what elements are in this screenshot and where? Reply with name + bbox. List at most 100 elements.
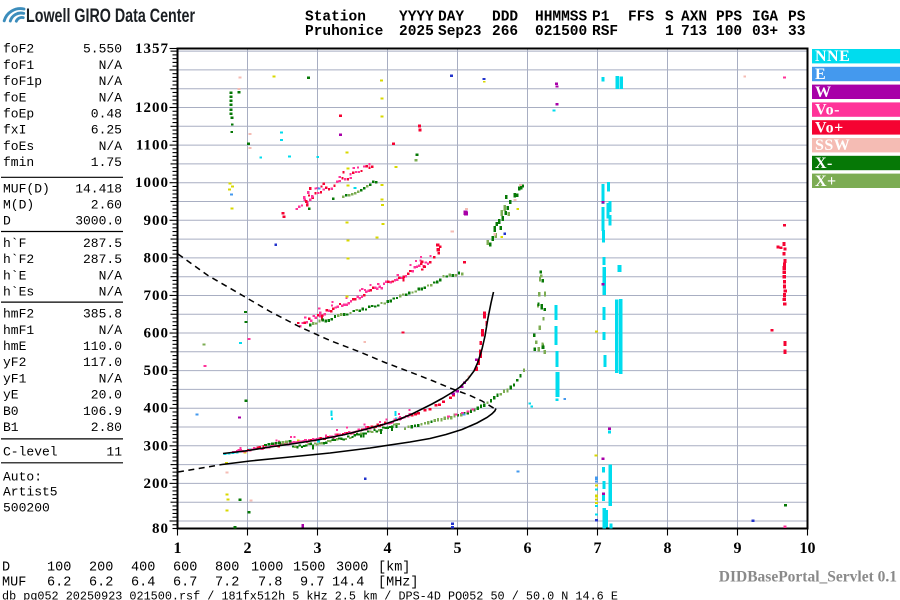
svg-text:400: 400 — [131, 561, 155, 576]
svg-text:[km]: [km] — [378, 561, 410, 576]
svg-text:5.550: 5.550 — [83, 42, 122, 57]
svg-text:713: 713 — [681, 24, 707, 40]
svg-text:N/A: N/A — [99, 74, 123, 89]
svg-text:0.48: 0.48 — [91, 107, 122, 122]
svg-text:B0: B0 — [3, 404, 19, 419]
svg-text:YYYY: YYYY — [399, 10, 434, 26]
svg-text:hmF1: hmF1 — [3, 323, 34, 338]
svg-text:2.60: 2.60 — [91, 198, 122, 213]
svg-text:600: 600 — [173, 561, 197, 576]
svg-text:287.5: 287.5 — [83, 236, 122, 251]
svg-text:7.2: 7.2 — [215, 576, 239, 591]
svg-text:db pq052 20250923 021500.rsf /: db pq052 20250923 021500.rsf / 181fx512h… — [2, 590, 618, 600]
svg-text:h`E: h`E — [3, 268, 27, 283]
svg-text:W: W — [815, 84, 832, 101]
svg-text:hmE: hmE — [3, 339, 27, 354]
svg-text:yE: yE — [3, 388, 19, 403]
svg-text:Lowell GIRO Data Center: Lowell GIRO Data Center — [26, 6, 195, 27]
svg-text:MUF(D): MUF(D) — [3, 181, 50, 196]
svg-text:X+: X+ — [815, 173, 837, 190]
svg-text:N/A: N/A — [99, 58, 123, 73]
svg-text:foF1: foF1 — [3, 58, 34, 73]
svg-text:hmF2: hmF2 — [3, 307, 34, 322]
svg-text:800: 800 — [215, 561, 239, 576]
svg-text:FFS: FFS — [628, 10, 654, 26]
svg-text:1200: 1200 — [135, 100, 169, 116]
svg-text:2.80: 2.80 — [91, 420, 122, 435]
svg-text:9.7: 9.7 — [300, 576, 324, 591]
svg-text:1: 1 — [665, 24, 674, 40]
svg-text:300: 300 — [144, 438, 170, 454]
svg-text:1: 1 — [174, 540, 182, 557]
svg-text:PPS: PPS — [716, 10, 742, 26]
svg-text:N/A: N/A — [99, 139, 123, 154]
svg-text:6.25: 6.25 — [91, 123, 122, 138]
svg-text:100: 100 — [716, 24, 742, 40]
svg-text:Artist5: Artist5 — [3, 485, 58, 500]
svg-text:[MHz]: [MHz] — [378, 576, 419, 591]
svg-text:117.0: 117.0 — [83, 355, 122, 370]
svg-text:100: 100 — [47, 561, 71, 576]
svg-text:X-: X- — [815, 155, 833, 172]
svg-text:8: 8 — [664, 540, 672, 557]
svg-text:N/A: N/A — [99, 323, 123, 338]
svg-text:N/A: N/A — [99, 268, 123, 283]
svg-text:3000: 3000 — [336, 561, 368, 576]
svg-text:Vo-: Vo- — [815, 102, 840, 119]
svg-text:PS: PS — [788, 10, 806, 26]
svg-text:SSW: SSW — [815, 137, 850, 154]
svg-text:500200: 500200 — [3, 501, 50, 516]
svg-text:yF2: yF2 — [3, 355, 26, 370]
svg-text:HHMMSS: HHMMSS — [535, 10, 588, 26]
svg-text:Station: Station — [305, 10, 366, 26]
svg-text:200: 200 — [144, 476, 170, 492]
svg-text:Sep23: Sep23 — [438, 24, 482, 40]
svg-text:11: 11 — [106, 444, 122, 459]
svg-text:400: 400 — [144, 401, 170, 417]
svg-text:6: 6 — [524, 540, 532, 557]
svg-text:h`Es: h`Es — [3, 285, 34, 300]
svg-text:foF2: foF2 — [3, 42, 34, 57]
svg-text:E: E — [815, 66, 826, 83]
svg-text:1100: 1100 — [136, 138, 169, 154]
svg-text:D: D — [2, 561, 10, 576]
svg-text:foE: foE — [3, 90, 27, 105]
svg-text:200: 200 — [89, 561, 113, 576]
svg-text:80: 80 — [152, 521, 169, 537]
svg-text:N/A: N/A — [99, 90, 123, 105]
svg-text:10: 10 — [800, 540, 816, 557]
svg-text:14.4: 14.4 — [332, 576, 364, 591]
svg-text:fxI: fxI — [3, 123, 26, 138]
svg-text:500: 500 — [144, 363, 170, 379]
svg-text:B1: B1 — [3, 420, 19, 435]
svg-text:N/A: N/A — [99, 285, 123, 300]
svg-text:foF1p: foF1p — [3, 74, 42, 89]
svg-text:fmin: fmin — [3, 155, 34, 170]
svg-text:h`F2: h`F2 — [3, 252, 34, 267]
svg-text:P1: P1 — [592, 10, 610, 26]
svg-text:900: 900 — [144, 213, 170, 229]
svg-text:C-level: C-level — [3, 444, 58, 459]
svg-text:Vo+: Vo+ — [815, 119, 844, 136]
svg-text:03+: 03+ — [752, 24, 778, 40]
svg-text:Pruhonice: Pruhonice — [305, 24, 383, 40]
svg-text:287.5: 287.5 — [83, 252, 122, 267]
svg-text:N/A: N/A — [99, 371, 123, 386]
svg-text:4: 4 — [384, 540, 392, 557]
svg-text:14.418: 14.418 — [75, 181, 122, 196]
svg-text:1000: 1000 — [251, 561, 283, 576]
svg-text:RSF: RSF — [592, 24, 618, 40]
svg-text:DAY: DAY — [438, 10, 464, 26]
svg-text:1000: 1000 — [135, 175, 169, 191]
svg-text:1.75: 1.75 — [91, 155, 122, 170]
svg-text:7.8: 7.8 — [258, 576, 282, 591]
svg-text:S: S — [665, 10, 674, 26]
svg-text:foEs: foEs — [3, 139, 34, 154]
svg-text:106.9: 106.9 — [83, 404, 122, 419]
svg-text:IGA: IGA — [752, 10, 778, 26]
svg-text:9: 9 — [734, 540, 742, 557]
svg-text:33: 33 — [788, 24, 805, 40]
svg-text:2025: 2025 — [399, 24, 434, 40]
svg-text:6.2: 6.2 — [47, 576, 71, 591]
svg-text:3000.0: 3000.0 — [75, 214, 122, 229]
